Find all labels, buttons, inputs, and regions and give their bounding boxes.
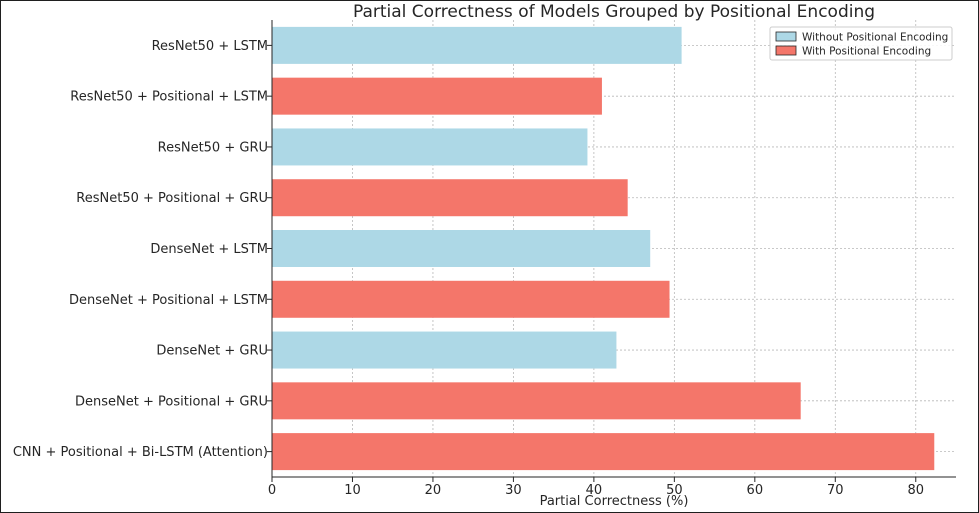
x-tick-label: 60: [747, 483, 764, 498]
y-category-label: ResNet50 + LSTM: [152, 39, 268, 54]
y-category-label: ResNet50 + Positional + LSTM: [70, 90, 268, 105]
legend-label: With Positional Encoding: [802, 46, 931, 58]
y-category-label: DenseNet + LSTM: [150, 242, 268, 257]
bar: [272, 280, 670, 318]
bar: [272, 230, 651, 267]
axes-layer: 0 10 20 30 40 50 60 70 80 ResNet50 + LSTM ResNet50…: [13, 20, 956, 498]
legend-box: [769, 26, 953, 61]
x-tick-label: 0: [268, 483, 276, 498]
y-category-label: CNN + Positional + Bi-LSTM (Attention): [13, 445, 268, 460]
bar: [272, 26, 682, 64]
x-tick-label: 10: [344, 483, 361, 498]
bar: [272, 433, 935, 471]
y-category-label: ResNet50 + Positional + GRU: [76, 191, 268, 206]
x-axis-label: Partial Correctness (%): [540, 494, 689, 509]
x-tick-label: 30: [505, 483, 522, 498]
legend: Without Positional Encoding With Position…: [769, 26, 953, 61]
x-tick-label: 20: [425, 483, 442, 498]
y-category-label: ResNet50 + GRU: [158, 140, 268, 155]
legend-swatch: [775, 45, 797, 56]
x-tick-label: 40: [586, 483, 603, 498]
x-tick-label: 70: [827, 483, 844, 498]
legend-swatch: [775, 31, 797, 42]
bar: [272, 77, 602, 115]
y-category-label: DenseNet + Positional + GRU: [75, 394, 268, 409]
x-tick-label: 80: [907, 483, 924, 498]
x-tick-label: 50: [666, 483, 683, 498]
y-category-label: DenseNet + Positional + LSTM: [69, 293, 268, 308]
y-category-label: DenseNet + GRU: [156, 344, 268, 359]
bar: [272, 179, 628, 217]
bar: [272, 382, 801, 420]
bar: [272, 128, 588, 166]
chart-title: Partial Correctness of Models Grouped by…: [353, 2, 875, 22]
bars-layer: [272, 26, 935, 471]
legend-label: Without Positional Encoding: [802, 32, 948, 44]
bar: [272, 331, 617, 369]
